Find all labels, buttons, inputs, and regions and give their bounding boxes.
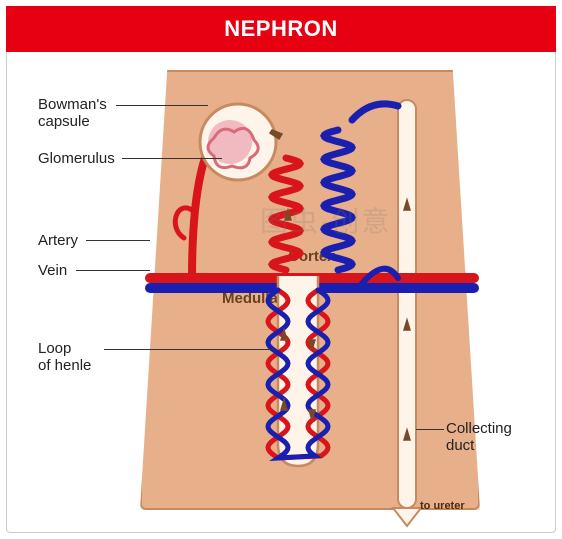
leader-line xyxy=(104,349,274,350)
dct-to-collecting xyxy=(352,104,398,120)
label-vein-text: Vein xyxy=(38,262,67,279)
label-loop: Loop of henle xyxy=(38,340,91,375)
label-collecting-text: Collecting duct xyxy=(446,420,512,454)
title-text: NEPHRON xyxy=(224,16,338,42)
collecting-duct-tip xyxy=(393,508,421,526)
leader-line xyxy=(86,240,150,241)
collecting-duct xyxy=(398,100,416,508)
label-glomerulus-text: Glomerulus xyxy=(38,150,115,167)
proximal-tubule-spiral xyxy=(272,158,300,270)
label-toureter: to ureter xyxy=(420,500,465,512)
label-bowman: Bowman's capsule xyxy=(38,96,138,131)
label-artery-text: Artery xyxy=(38,232,78,249)
leader-line xyxy=(76,270,150,271)
label-artery: Artery xyxy=(38,232,78,249)
leader-line xyxy=(416,429,444,430)
title-bar: NEPHRON xyxy=(6,6,556,52)
label-vein: Vein xyxy=(38,262,67,279)
nephron-svg xyxy=(0,60,562,539)
leader-line xyxy=(116,105,208,106)
distal-tubule-spiral xyxy=(324,130,352,270)
label-bowman-text: Bowman's capsule xyxy=(38,96,107,130)
label-loop-text: Loop of henle xyxy=(38,340,91,374)
label-collecting: Collecting duct xyxy=(446,420,512,455)
label-glomerulus: Glomerulus xyxy=(38,150,115,167)
leader-line xyxy=(122,158,222,159)
